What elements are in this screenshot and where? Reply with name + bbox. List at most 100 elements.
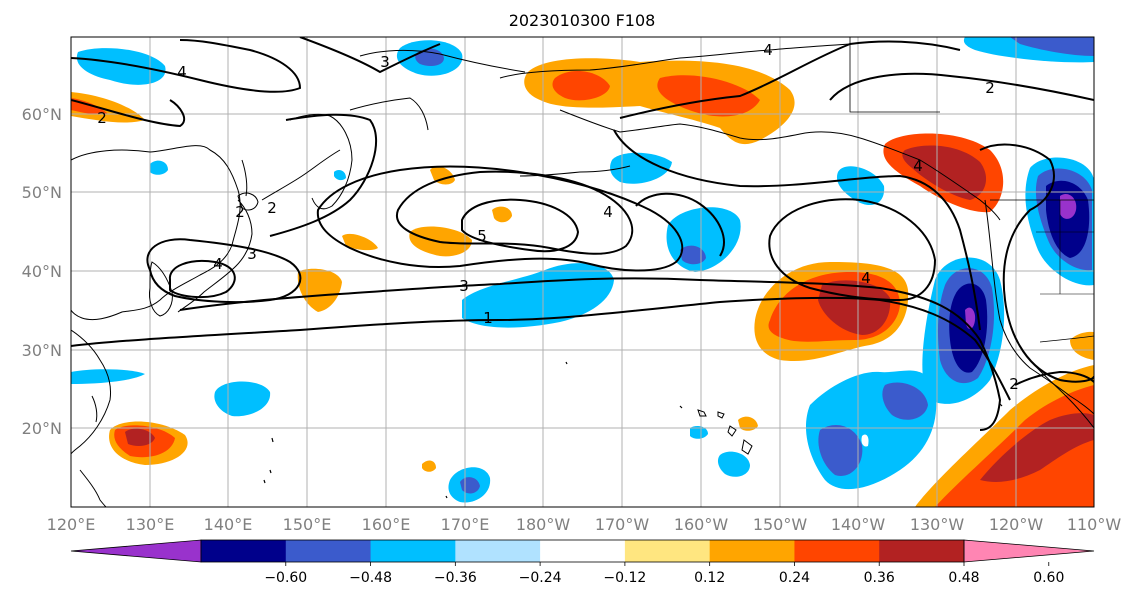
colorbar-tick-label: −0.48	[349, 570, 392, 586]
colorbar-swatch	[201, 540, 287, 562]
colorbar-swatch	[285, 540, 372, 562]
contour-value-label: 4	[913, 157, 923, 175]
coast-siberia	[359, 49, 526, 73]
coast-hawaii	[697, 409, 753, 455]
lon-tick-label: 140°W	[831, 515, 886, 534]
contour-value-label: 2	[1009, 375, 1019, 393]
contour-2-japan	[146, 238, 302, 304]
shade-blob-hawaii-blue	[717, 451, 750, 477]
coast-korea	[149, 261, 173, 317]
coast-alaska	[499, 43, 851, 79]
contour-2-ne	[829, 72, 1094, 101]
colorbar-extend-low	[70, 539, 202, 563]
lon-tick-label: 170°W	[595, 515, 650, 534]
contour-2-nw	[71, 99, 186, 128]
lat-tick-label: 20°N	[22, 419, 62, 438]
contour-4-nw	[71, 39, 302, 93]
coast-alaska-south	[559, 109, 1001, 221]
coast-china	[71, 329, 111, 455]
contour-4-140w	[768, 198, 937, 302]
colorbar-swatch	[540, 540, 626, 562]
contour-3	[179, 277, 1002, 431]
contour-value-label: 2	[97, 109, 107, 127]
contour-value-label: 4	[763, 41, 773, 59]
lon-tick-label: 130°W	[910, 515, 965, 534]
contour-3-central	[316, 165, 684, 272]
lon-tick-label: 140°E	[204, 515, 253, 534]
contour-lines	[71, 37, 1094, 431]
graticule	[71, 37, 1094, 507]
shade-blob-se-dark	[980, 413, 1094, 482]
colorbar-swatch	[624, 540, 711, 562]
shade-blob-alaska-red	[552, 71, 610, 101]
coast-japan	[177, 199, 253, 313]
shade-blob-ny-orange	[342, 233, 378, 251]
contour-value-label: 4	[177, 63, 187, 81]
lon-tick-label: 150°E	[283, 515, 332, 534]
contour-value-label: 5	[477, 227, 487, 245]
colorbar-outline	[200, 539, 965, 563]
contour-ne-loop	[613, 129, 981, 331]
contour-value-label: 1	[483, 309, 493, 327]
lon-tick-label: 160°E	[362, 515, 411, 534]
shade-blob-gulf-red	[902, 145, 987, 200]
contour-value-label: 3	[380, 53, 390, 71]
lon-tick-label: 160°W	[674, 515, 729, 534]
lon-tick-label: 180°W	[516, 515, 571, 534]
colorbar-tick-label: 0.48	[948, 570, 979, 586]
coastlines	[71, 37, 1094, 507]
shade-blob-baja-orange	[1070, 331, 1094, 360]
shade-blob-tiny-white	[861, 434, 869, 447]
contour-4-japan	[168, 260, 236, 298]
lat-tick-label: 50°N	[22, 183, 62, 202]
colorbar-swatch	[370, 540, 456, 562]
colorbar-swatch	[709, 540, 795, 562]
contour-3-160w	[635, 192, 725, 257]
shade-blob-small-orange3	[738, 416, 758, 431]
shade-blob-small-orange4	[422, 460, 436, 472]
colorbar-tick-label: −0.12	[603, 570, 646, 586]
contour-5-central	[461, 198, 580, 253]
border-states	[1036, 200, 1094, 295]
shade-blob-small-blue	[150, 160, 168, 175]
lon-tick-label: 170°E	[441, 515, 490, 534]
shade-blob-gulf-blue	[836, 166, 885, 206]
colorbar-tick-label: 0.24	[779, 570, 810, 586]
lon-tick-label: 120°W	[989, 515, 1044, 534]
lat-tick-label: 40°N	[22, 262, 62, 281]
colorbar-tick-label: 0.60	[1033, 570, 1064, 586]
coast-bc	[984, 199, 1094, 415]
coast-baja	[1029, 359, 1094, 429]
contour-1	[71, 296, 1011, 401]
colorbar-swatch	[794, 540, 880, 562]
contour-4-central	[395, 170, 634, 255]
border-us-mexico	[1039, 335, 1094, 343]
coast-philippines	[79, 469, 107, 507]
shade-blob-nw-blue	[76, 48, 166, 85]
coast-taiwan	[91, 395, 98, 423]
map-frame	[70, 36, 1095, 508]
lon-tick-label: 110°W	[1067, 515, 1122, 534]
contour-value-label: 2	[267, 199, 277, 217]
colorbar-tick-label: −0.36	[434, 570, 477, 586]
lon-axis-labels: 120°E 130°E 140°E 150°E 160°E 170°E 180°W 170°W…	[47, 515, 1122, 534]
colorbar-tick-label: 0.36	[864, 570, 895, 586]
contour-value-label: 2	[985, 79, 995, 97]
shade-blob-small-blue2	[690, 426, 708, 439]
coast-okhotsk	[349, 97, 429, 131]
shade-blob-alaska-red2	[657, 75, 760, 117]
lat-tick-label: 60°N	[22, 105, 62, 124]
coast-hokkaido	[237, 192, 259, 211]
lat-axis-labels: 60°N 50°N 40°N 30°N 20°N	[22, 105, 62, 438]
contour-value-label: 4	[861, 269, 871, 287]
contour-4-ne	[619, 40, 961, 119]
colorbar-tick-label: 0.12	[694, 570, 725, 586]
lon-tick-label: 120°E	[47, 515, 96, 534]
coast-kuril	[261, 149, 341, 201]
contour-value-label: 2	[235, 203, 245, 221]
contour-bottom-right	[1014, 370, 1094, 386]
border-alaska-canada	[849, 37, 940, 113]
coast-small-islands	[263, 361, 1003, 499]
